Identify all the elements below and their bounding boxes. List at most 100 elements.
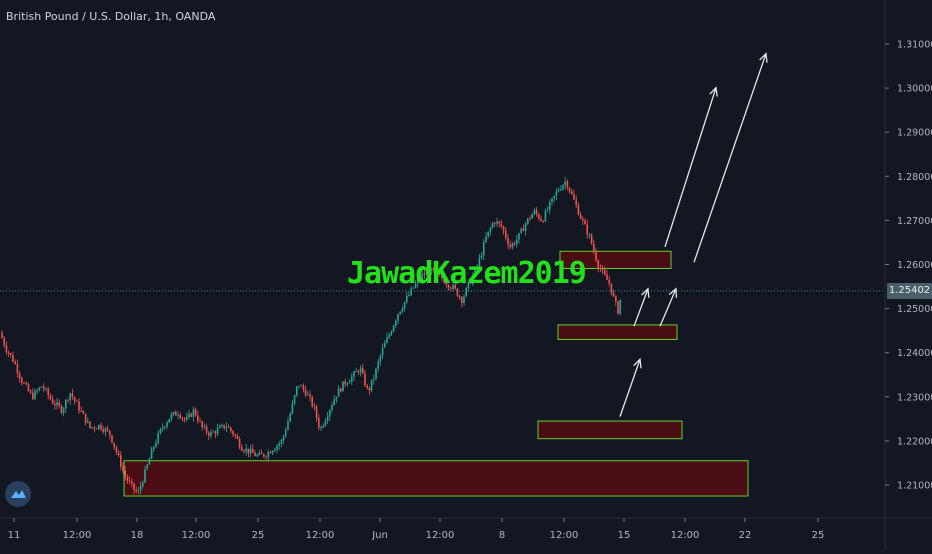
candle-body bbox=[458, 296, 461, 298]
candle-body bbox=[23, 383, 25, 384]
candle-body bbox=[443, 277, 445, 284]
candle-body bbox=[98, 424, 100, 429]
candle-body bbox=[373, 378, 375, 380]
candle-body bbox=[175, 411, 177, 416]
candle-body bbox=[122, 466, 124, 471]
candle-body bbox=[582, 218, 584, 221]
candle-body bbox=[282, 435, 285, 441]
candle-body bbox=[434, 269, 437, 271]
time-axis-label: 25 bbox=[252, 530, 265, 541]
candle-body bbox=[18, 373, 21, 379]
candle-body bbox=[139, 486, 142, 491]
candle-body bbox=[546, 209, 549, 211]
candle-body bbox=[342, 381, 344, 392]
candle-body bbox=[285, 430, 287, 436]
candle-body bbox=[399, 311, 401, 315]
candle-body bbox=[14, 361, 16, 365]
candle-body bbox=[93, 427, 96, 429]
candle-body bbox=[384, 343, 386, 348]
candle-body bbox=[249, 448, 252, 454]
candle-body bbox=[84, 413, 87, 423]
candle-body bbox=[34, 390, 36, 399]
candle-body bbox=[511, 243, 514, 248]
candle-body bbox=[296, 386, 298, 396]
candle-body bbox=[243, 450, 245, 452]
candle-body bbox=[298, 386, 300, 387]
time-axis-label: 12:00 bbox=[306, 530, 335, 541]
candle-body bbox=[172, 411, 175, 415]
candle-body bbox=[164, 426, 166, 428]
candle-body bbox=[573, 193, 575, 200]
time-axis-label: 8 bbox=[499, 530, 505, 541]
demand-zone-1[interactable] bbox=[123, 460, 749, 497]
candle-body bbox=[333, 399, 335, 406]
candle-body bbox=[487, 231, 489, 237]
candle-body bbox=[351, 376, 353, 382]
candle-body bbox=[219, 426, 221, 429]
candle-body bbox=[289, 413, 291, 422]
candle-body bbox=[513, 243, 516, 245]
candle-body bbox=[197, 415, 199, 421]
candle-body bbox=[144, 469, 146, 483]
candle-body bbox=[439, 271, 441, 273]
arrow-head-icon bbox=[668, 287, 678, 298]
candle-body bbox=[45, 388, 47, 390]
candle-body bbox=[190, 413, 192, 417]
candle-body bbox=[390, 331, 393, 335]
candle-body bbox=[203, 426, 206, 428]
candle-body bbox=[615, 296, 617, 302]
time-axis-label: 12:00 bbox=[671, 530, 700, 541]
candle-body bbox=[432, 267, 434, 270]
candle-body bbox=[49, 395, 52, 400]
candle-body bbox=[535, 210, 538, 215]
projection-arrow-1[interactable] bbox=[619, 359, 641, 417]
candle-body bbox=[238, 438, 241, 448]
candle-body bbox=[353, 371, 355, 377]
candle-body bbox=[133, 483, 135, 490]
candle-body bbox=[269, 452, 272, 454]
demand-zone-4[interactable] bbox=[559, 250, 672, 269]
candle-body bbox=[469, 282, 472, 284]
candle-body bbox=[577, 205, 580, 215]
candle-body bbox=[480, 255, 483, 259]
candle-body bbox=[148, 459, 151, 465]
candle-body bbox=[505, 230, 507, 238]
candle-body bbox=[474, 268, 476, 276]
tradingview-logo-icon[interactable] bbox=[5, 481, 31, 507]
candle-body bbox=[109, 430, 111, 436]
candle-body bbox=[62, 408, 65, 413]
candle-body bbox=[302, 385, 305, 390]
candle-body bbox=[527, 218, 529, 224]
candle-body bbox=[395, 320, 397, 326]
demand-zone-2[interactable] bbox=[537, 420, 683, 440]
candle-body bbox=[612, 292, 615, 297]
candle-body bbox=[221, 424, 223, 427]
candle-body bbox=[531, 214, 533, 219]
candle-body bbox=[5, 345, 8, 352]
candle-body bbox=[381, 347, 384, 356]
projection-arrow-2[interactable] bbox=[633, 288, 649, 327]
candle-body bbox=[560, 189, 562, 191]
projection-arrow-4[interactable] bbox=[664, 87, 717, 248]
candle-body bbox=[357, 371, 360, 373]
candle-body bbox=[47, 388, 49, 396]
candle-body bbox=[267, 452, 269, 458]
candle-body bbox=[498, 221, 500, 224]
candle-body bbox=[7, 351, 10, 354]
candle-body bbox=[179, 414, 181, 418]
projection-arrow-3[interactable] bbox=[659, 288, 677, 327]
candle-body bbox=[216, 428, 219, 434]
candle-body bbox=[245, 448, 247, 452]
candle-body bbox=[412, 287, 415, 289]
candle-body bbox=[115, 447, 118, 453]
candle-body bbox=[500, 223, 503, 227]
candle-body bbox=[293, 395, 296, 404]
candle-body bbox=[256, 454, 258, 457]
candle-body bbox=[67, 399, 69, 401]
candle-body bbox=[465, 287, 467, 297]
price-axis-label: 1.25000 bbox=[897, 304, 932, 315]
demand-zone-3[interactable] bbox=[557, 324, 678, 340]
projection-arrow-5[interactable] bbox=[693, 53, 767, 263]
